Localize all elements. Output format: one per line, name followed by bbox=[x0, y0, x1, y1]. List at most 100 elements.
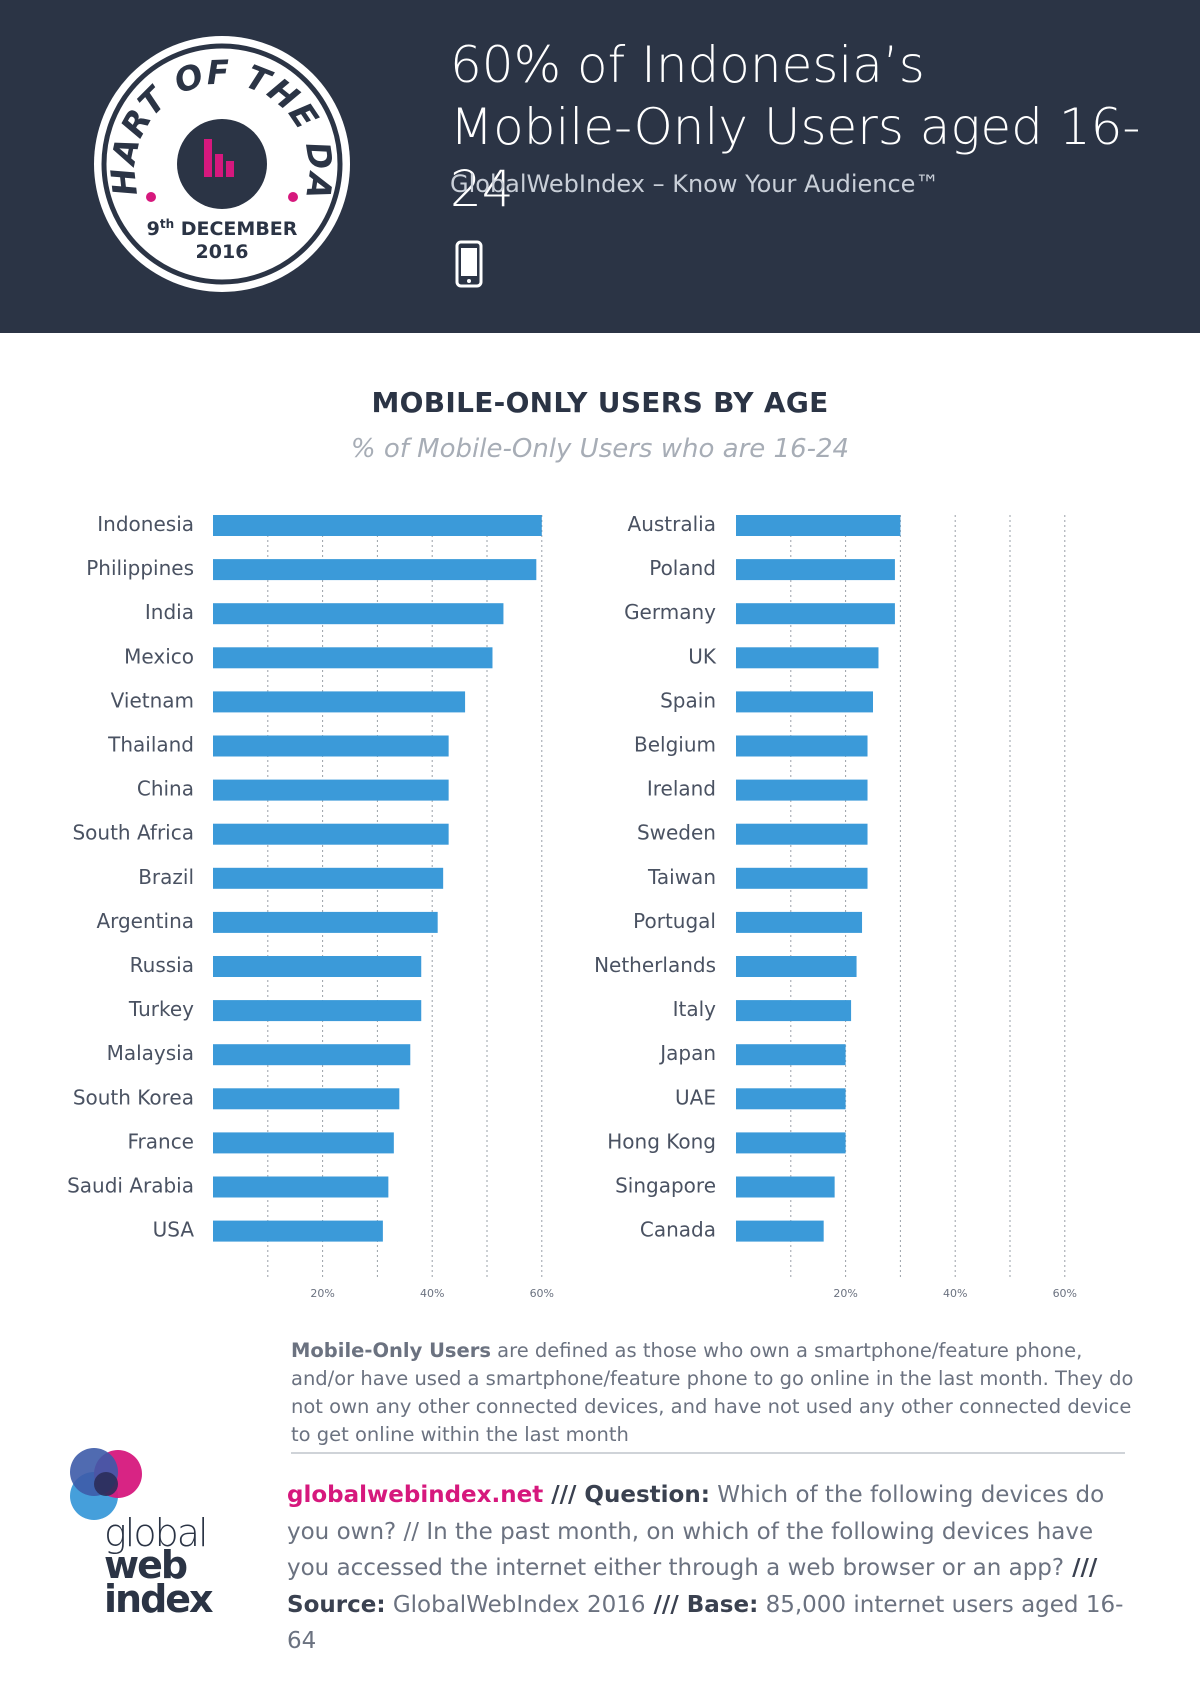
website-link[interactable]: globalwebindex.net bbox=[287, 1482, 544, 1508]
bar-left bbox=[213, 647, 493, 669]
page-subtitle: GlobalWebIndex – Know Your Audience™ bbox=[450, 170, 940, 198]
category-label: USA bbox=[153, 1218, 195, 1242]
bar-left bbox=[213, 1132, 394, 1154]
bar-right bbox=[736, 1088, 846, 1110]
page-title-line2: Mobile-Only Users aged 16-24 bbox=[450, 98, 1141, 218]
separator: /// bbox=[1064, 1555, 1098, 1581]
category-label: Turkey bbox=[128, 997, 194, 1021]
bar-left bbox=[213, 1000, 422, 1022]
category-label: UAE bbox=[675, 1085, 716, 1109]
category-label: Argentina bbox=[96, 909, 194, 933]
bar-left bbox=[213, 1044, 411, 1066]
logo-word-global: global bbox=[104, 1511, 207, 1555]
bar-right bbox=[736, 911, 863, 933]
x-tick-label: 60% bbox=[1053, 1287, 1077, 1300]
footnote-term: Mobile-Only Users bbox=[291, 1339, 491, 1362]
page-title: 60% of Indonesia’s Mobile-Only Users age… bbox=[450, 34, 1170, 220]
category-label: Philippines bbox=[86, 556, 194, 580]
bar-right bbox=[736, 559, 895, 581]
badge-month: DECEMBER bbox=[181, 218, 298, 240]
bar-left bbox=[213, 823, 449, 845]
category-label: Vietnam bbox=[111, 688, 194, 712]
smartphone-icon bbox=[455, 240, 483, 288]
globalwebindex-logo: global web index bbox=[70, 1448, 215, 1621]
base-text: 85,000 internet users aged 16-64 bbox=[287, 1591, 1124, 1655]
svg-text:9th DECEMBER: 9th DECEMBER bbox=[147, 217, 298, 240]
definition-footnote: Mobile-Only Users are defined as those w… bbox=[291, 1337, 1151, 1449]
bar-left bbox=[213, 911, 438, 933]
bar-left bbox=[213, 603, 504, 625]
separator: /// bbox=[543, 1482, 585, 1508]
category-label: Netherlands bbox=[594, 953, 716, 977]
bar-left bbox=[213, 1088, 400, 1110]
footnote-text: are defined as those who own a smartphon… bbox=[291, 1339, 1134, 1446]
category-label: Indonesia bbox=[97, 512, 194, 536]
bar-left bbox=[213, 779, 449, 801]
bar-right bbox=[736, 1044, 846, 1066]
bar-chart-icon bbox=[204, 139, 234, 177]
bar-right bbox=[736, 1176, 835, 1198]
category-label: UK bbox=[688, 644, 717, 668]
bar-right bbox=[736, 1000, 852, 1022]
bar-right bbox=[736, 1132, 846, 1154]
separator: /// bbox=[645, 1591, 687, 1618]
category-label: Mexico bbox=[124, 644, 194, 668]
category-label: South Korea bbox=[73, 1085, 194, 1109]
category-label: Japan bbox=[658, 1041, 716, 1065]
chart-title: MOBILE-ONLY USERS BY AGE bbox=[371, 386, 829, 419]
category-label: India bbox=[145, 600, 194, 624]
category-label: Canada bbox=[640, 1218, 716, 1242]
bar-right bbox=[736, 779, 868, 801]
category-label: France bbox=[127, 1129, 194, 1153]
bar-right bbox=[736, 956, 857, 977]
bar-left bbox=[213, 691, 466, 713]
category-label: Saudi Arabia bbox=[67, 1174, 194, 1198]
category-label: Singapore bbox=[615, 1174, 716, 1198]
source-label: Source: bbox=[287, 1591, 386, 1618]
badge-day: 9 bbox=[147, 218, 160, 240]
chart-subtitle: % of Mobile-Only Users who are 16-24 bbox=[350, 434, 850, 464]
header-banner: CHART OF THE DAY 9th DECEMBER 2016 60% o… bbox=[0, 0, 1200, 333]
x-tick-label: 60% bbox=[530, 1287, 554, 1300]
category-label: Australia bbox=[628, 512, 716, 536]
bar-left bbox=[213, 735, 449, 757]
question-label: Question: bbox=[584, 1482, 710, 1508]
bar-right bbox=[736, 735, 868, 757]
category-label: Malaysia bbox=[107, 1041, 194, 1065]
badge-dot-left bbox=[146, 192, 156, 202]
bar-left bbox=[213, 559, 537, 581]
logo-word-index: index bbox=[104, 1577, 213, 1621]
divider bbox=[291, 1452, 1125, 1454]
bar-left bbox=[213, 1176, 389, 1198]
category-label: Russia bbox=[130, 953, 194, 977]
x-tick-label: 20% bbox=[833, 1287, 857, 1300]
source-note: globalwebindex.net /// Question: Which o… bbox=[287, 1477, 1137, 1660]
base-label: Base: bbox=[686, 1591, 759, 1618]
category-label: Thailand bbox=[107, 733, 194, 757]
bar-left bbox=[213, 956, 422, 977]
chart-of-the-day-badge: CHART OF THE DAY 9th DECEMBER 2016 bbox=[92, 34, 350, 292]
x-tick-label: 20% bbox=[310, 1287, 334, 1300]
logo-word-web: web bbox=[104, 1543, 187, 1587]
bar-right bbox=[736, 603, 895, 625]
category-label: Brazil bbox=[138, 865, 194, 889]
source-text: GlobalWebIndex 2016 bbox=[385, 1591, 646, 1618]
category-label: Spain bbox=[660, 688, 716, 712]
category-label: Sweden bbox=[637, 821, 716, 845]
bar-chart: 20% 40% 60% Indonesia Philippines India Mexico… bbox=[67, 512, 1077, 1300]
x-tick-label: 40% bbox=[943, 1287, 967, 1300]
bar-right bbox=[736, 515, 901, 536]
category-label: Germany bbox=[624, 600, 716, 624]
bar-left bbox=[213, 1220, 383, 1242]
question-text: Which of the following devices do you ow… bbox=[287, 1482, 1105, 1581]
badge-day-suffix: th bbox=[160, 217, 174, 231]
category-label: Taiwan bbox=[647, 865, 716, 889]
badge-year: 2016 bbox=[196, 241, 249, 263]
category-label: Hong Kong bbox=[607, 1129, 716, 1153]
bar-left bbox=[213, 515, 542, 536]
bar-right bbox=[736, 1220, 824, 1242]
page-title-line1: 60% of Indonesia’s bbox=[450, 36, 925, 94]
category-label: Poland bbox=[649, 556, 716, 580]
bar-left bbox=[213, 867, 444, 889]
category-label: South Africa bbox=[72, 821, 194, 845]
